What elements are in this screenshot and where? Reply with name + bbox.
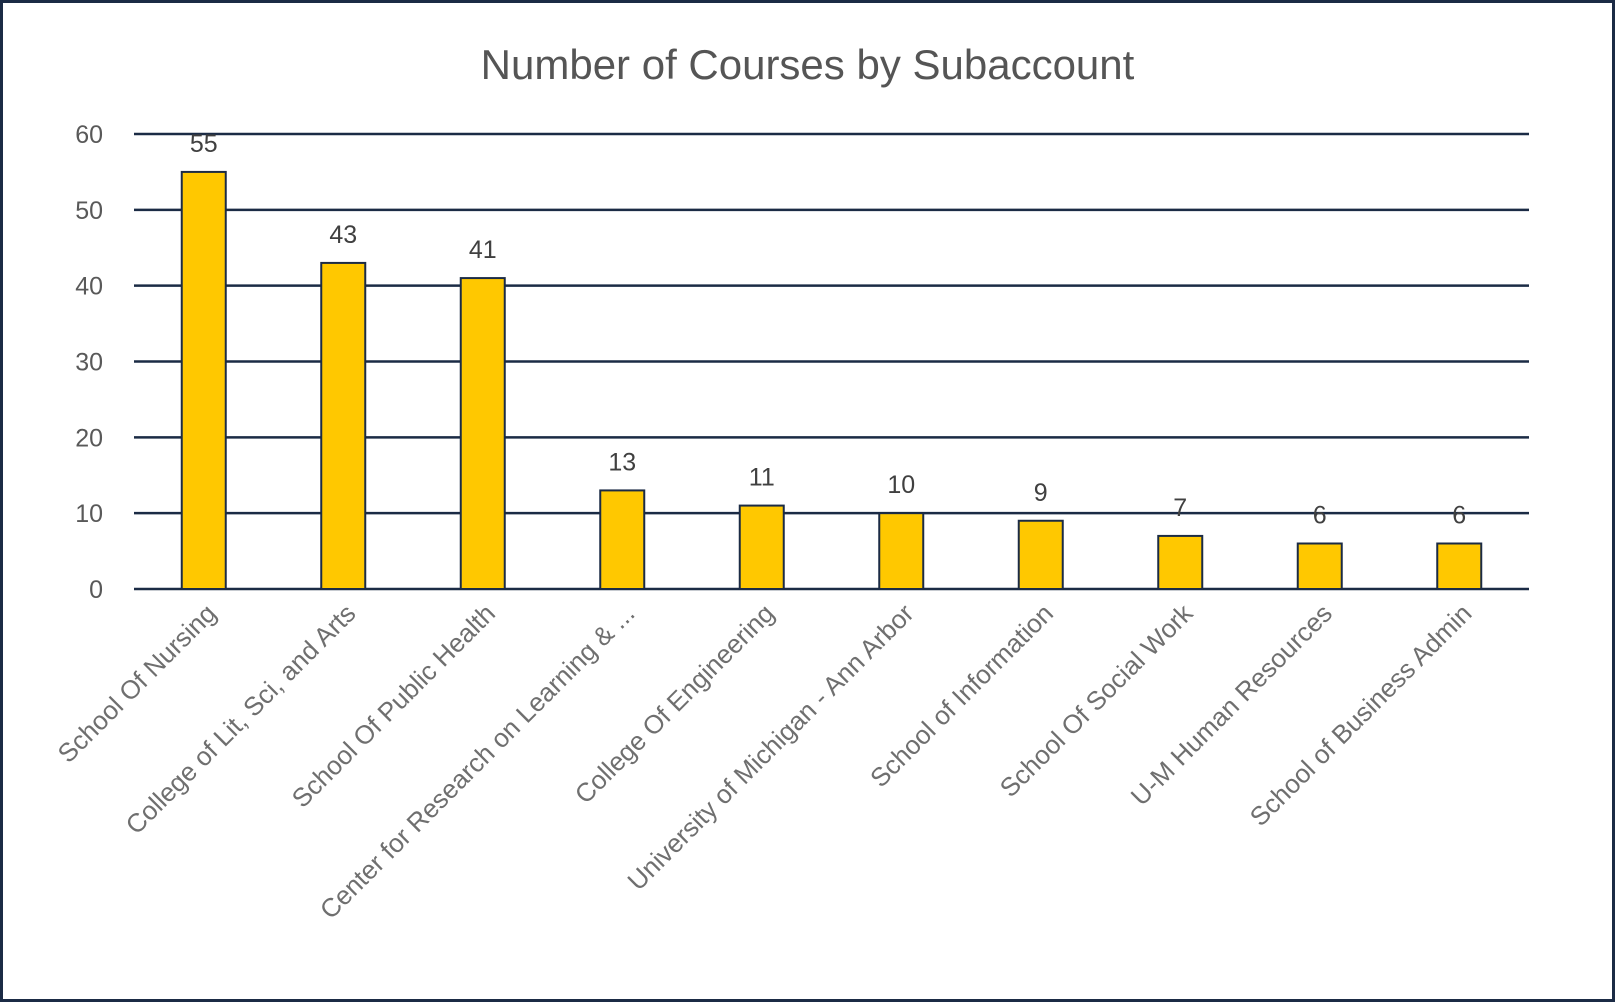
data-label: 7 bbox=[1173, 494, 1187, 522]
bar bbox=[878, 512, 925, 590]
category-label: School of Business Admin bbox=[1244, 598, 1478, 832]
data-label: 9 bbox=[1034, 479, 1048, 507]
data-label: 6 bbox=[1313, 502, 1327, 530]
y-tick-label: 50 bbox=[75, 197, 103, 225]
data-label: 13 bbox=[608, 448, 636, 476]
y-tick-label: 40 bbox=[75, 273, 103, 301]
bar bbox=[1157, 534, 1204, 591]
data-labels: 55 43 41 13 11 10 9 7 6 6 bbox=[190, 130, 1466, 530]
category-label: University of Michigan - Ann Arbor bbox=[621, 598, 919, 896]
y-tick-label: 10 bbox=[75, 500, 103, 528]
bar-chart: 0 10 20 30 40 50 60 55 43 41 13 11 10 9 7 6 6 School Of… bbox=[52, 121, 1529, 925]
y-tick-label: 60 bbox=[75, 121, 103, 149]
y-tick-label: 0 bbox=[89, 576, 103, 604]
data-label: 11 bbox=[749, 464, 775, 492]
bar bbox=[180, 170, 227, 591]
gridlines bbox=[134, 132, 1529, 591]
bar bbox=[1436, 542, 1483, 590]
y-tick-label: 20 bbox=[75, 424, 103, 452]
data-label: 41 bbox=[469, 236, 497, 264]
bar bbox=[738, 504, 785, 591]
bar bbox=[459, 277, 506, 590]
bar bbox=[599, 489, 646, 590]
bar bbox=[320, 261, 367, 590]
category-label: College of Lit, Sci, and Arts bbox=[120, 598, 362, 840]
data-label: 43 bbox=[329, 221, 357, 249]
bars bbox=[180, 170, 1483, 591]
y-axis-tick-labels: 0 10 20 30 40 50 60 bbox=[75, 121, 103, 604]
bar bbox=[1296, 542, 1343, 590]
chart-title: Number of Courses by Subaccount bbox=[480, 41, 1135, 88]
data-label: 55 bbox=[190, 130, 218, 158]
data-label: 10 bbox=[887, 471, 915, 499]
bar bbox=[1017, 519, 1064, 590]
data-label: 6 bbox=[1452, 502, 1466, 530]
category-label: Center for Research on Learning & ... bbox=[314, 598, 641, 925]
y-tick-label: 30 bbox=[75, 349, 103, 377]
